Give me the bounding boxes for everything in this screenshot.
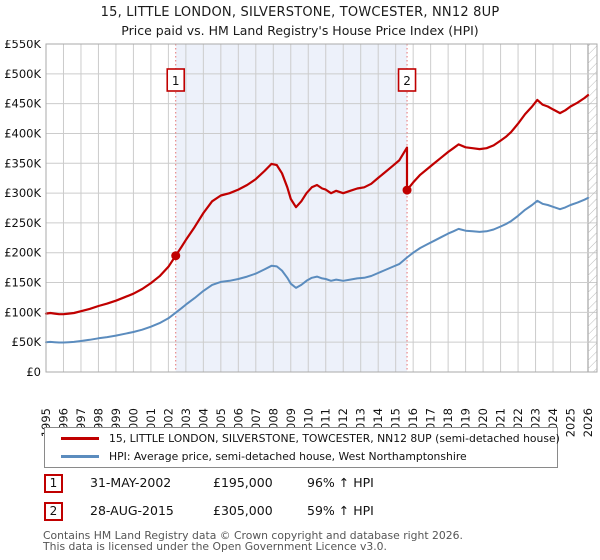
future-hatch-region — [588, 44, 597, 372]
footer-copyright: Contains HM Land Registry data © Crown c… — [43, 529, 463, 542]
transaction-row-1: 1 31-MAY-2002 £195,000 96% ↑ HPI — [44, 474, 564, 493]
transaction-1-price: £195,000 — [213, 475, 273, 490]
transaction-2-vs-hpi: 59% ↑ HPI — [307, 503, 374, 518]
transaction-2-price: £305,000 — [213, 503, 273, 518]
hpi-line-swatch — [61, 455, 99, 459]
marker-1-badge: 1 — [44, 474, 63, 493]
plot-border — [45, 43, 598, 373]
y-axis-tick-label: £0 — [26, 365, 41, 379]
marker-2-box — [397, 68, 417, 92]
y-axis-tick-label: £200K — [4, 246, 41, 260]
legend-row-price-paid: 15, LITTLE LONDON, SILVERSTONE, TOWCESTE… — [45, 430, 560, 446]
y-axis-tick-label: £250K — [4, 216, 41, 230]
legend-row-hpi: HPI: Average price, semi-detached house,… — [45, 449, 557, 465]
legend: 15, LITTLE LONDON, SILVERSTONE, TOWCESTE… — [44, 427, 560, 468]
ownership-period-shading — [175, 44, 408, 372]
y-axis-tick-label: £300K — [4, 186, 41, 200]
x-axis-tick-label: 2025 — [564, 408, 578, 437]
sale-2-dot — [402, 185, 412, 195]
price-paid-series-line — [44, 93, 590, 316]
y-axis-tick-label: £350K — [4, 156, 41, 170]
transaction-1-vs-hpi: 96% ↑ HPI — [307, 475, 374, 490]
legend-label-price-paid: 15, LITTLE LONDON, SILVERSTONE, TOWCESTE… — [109, 431, 560, 445]
marker-1-box — [166, 68, 186, 92]
marker-2-box-label: 2 — [403, 74, 411, 88]
y-axis-tick-label: £100K — [4, 305, 41, 319]
y-axis-tick-label: £50K — [12, 335, 42, 349]
transaction-2-date: 28-AUG-2015 — [90, 503, 174, 518]
transaction-row-2: 2 28-AUG-2015 £305,000 59% ↑ HPI — [44, 502, 564, 521]
y-axis-tick-label: £550K — [4, 40, 41, 51]
footer-licence: This data is licensed under the Open Gov… — [43, 540, 387, 553]
price-paid-line-swatch — [61, 436, 99, 440]
y-axis-tick-label: £500K — [4, 67, 41, 81]
chart-title: 15, LITTLE LONDON, SILVERSTONE, TOWCESTE… — [100, 5, 500, 20]
y-axis-tick-label: £150K — [4, 276, 41, 290]
hpi-series-line — [45, 196, 589, 344]
marker-1-box-label: 1 — [172, 74, 180, 88]
y-axis-tick-label: £450K — [4, 97, 41, 111]
y-axis-tick-label: £400K — [4, 126, 41, 140]
legend-label-hpi: HPI: Average price, semi-detached house,… — [109, 450, 467, 464]
sale-1-dot — [171, 251, 181, 261]
chart-subtitle: Price paid vs. HM Land Registry's House … — [121, 23, 479, 38]
transaction-1-date: 31-MAY-2002 — [90, 475, 172, 490]
marker-2-badge: 2 — [44, 502, 63, 521]
x-axis-tick-label: 2026 — [581, 408, 595, 437]
